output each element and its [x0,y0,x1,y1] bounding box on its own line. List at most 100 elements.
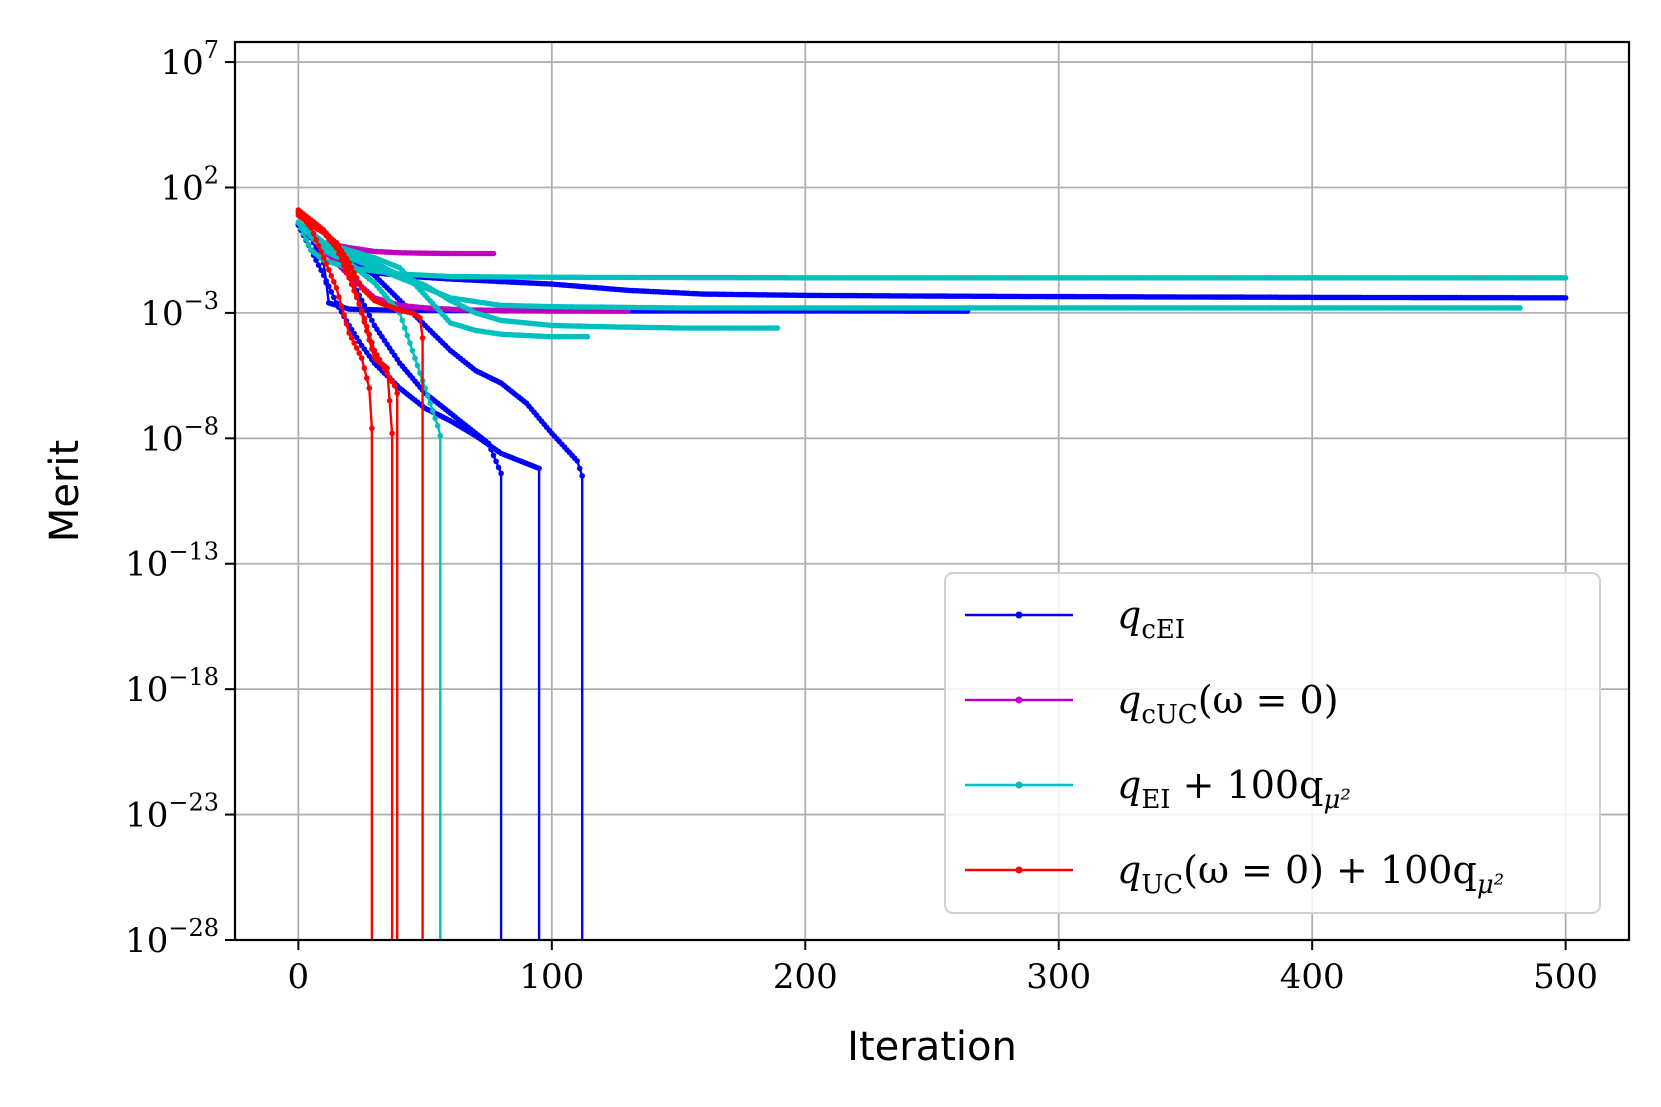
data-point [437,433,444,439]
data-point [364,307,370,314]
data-point [343,269,350,275]
data-point [351,270,357,276]
y-tick-label: 10−23 [125,789,219,836]
data-point [310,230,317,237]
y-tick-label: 107 [160,36,219,83]
data-point [404,332,411,339]
data-point [391,382,398,389]
data-point [376,356,383,363]
data-point [348,281,355,288]
data-point [351,330,357,337]
data-point [343,321,350,327]
legend-entry-label: qUC(ω = 0) + 100qμ² [1117,848,1504,900]
data-point [346,259,352,266]
data-point [338,256,345,263]
data-point [432,415,439,422]
data-point [333,300,340,306]
data-point [351,340,357,346]
data-point [338,303,345,309]
data-point [353,334,360,341]
data-point [361,365,368,371]
data-point [346,275,352,281]
data-point [366,385,373,392]
data-point [414,362,421,369]
data-point [303,236,309,242]
data-point [356,338,363,345]
data-point [424,392,431,399]
data-point [346,330,352,336]
data-point [1562,295,1569,301]
data-point [328,289,335,295]
data-point [412,355,418,361]
x-tick-label: 0 [288,957,310,997]
data-point [417,315,423,321]
data-point [353,294,360,301]
data-point [381,365,388,372]
data-point [341,312,347,318]
legend-swatch-marker [1015,611,1023,619]
data-point [338,247,345,254]
x-axis-label: Iteration [847,1024,1017,1070]
data-point [353,345,360,351]
data-point [386,397,393,404]
data-point [394,390,401,397]
plot-frame [233,40,1631,942]
y-tick-label: 102 [160,161,219,208]
series-markers [295,209,375,432]
data-point [328,273,335,279]
data-point [379,361,385,367]
data-point [584,333,591,340]
y-tick-label: 10−13 [125,538,219,585]
legend-swatch-marker [1015,866,1023,874]
data-point [343,255,350,262]
legend-entry-label: qcEI [1117,593,1185,645]
data-point [366,331,373,338]
data-point [315,242,322,249]
data-point [318,248,325,255]
data-point [318,267,325,274]
data-point [361,302,368,309]
y-tick-label: 10−8 [140,412,219,459]
data-point [579,473,585,479]
data-point [356,280,363,286]
data-point [485,440,492,447]
data-point [320,272,327,279]
data-point [369,425,375,432]
data-point [386,374,393,381]
y-tick-label: 10−28 [125,914,219,961]
series-markers [295,209,426,341]
data-point [356,350,363,356]
data-point [1562,275,1569,281]
data-point [536,465,542,472]
data-point [389,378,395,385]
data-point [774,325,781,331]
y-tick-label: 10−3 [140,287,219,334]
ticks: 0 100 200 300 400 500 107 102 10−3 10−8 10−13 10−18… [125,36,1598,997]
data-point [341,262,347,269]
data-point [576,465,583,472]
data-point [366,312,373,319]
legend-box [944,572,1601,914]
data-point [305,241,312,248]
data-point [409,347,416,354]
x-tick-label: 200 [773,957,838,997]
data-point [399,317,406,324]
data-point [435,423,441,429]
data-point [348,335,355,341]
series-3 [295,207,426,940]
data-point [495,464,502,471]
data-point [361,315,368,322]
data-point [331,294,337,301]
data-point [313,257,319,264]
data-point [427,400,434,407]
data-point [313,236,319,243]
data-point [374,352,380,358]
data-point [351,288,357,294]
data-point [323,278,330,284]
data-point [369,339,375,346]
data-point [326,283,332,290]
data-point [490,250,497,257]
y-axis-label: Merit [42,440,88,542]
series-markers [295,219,781,331]
